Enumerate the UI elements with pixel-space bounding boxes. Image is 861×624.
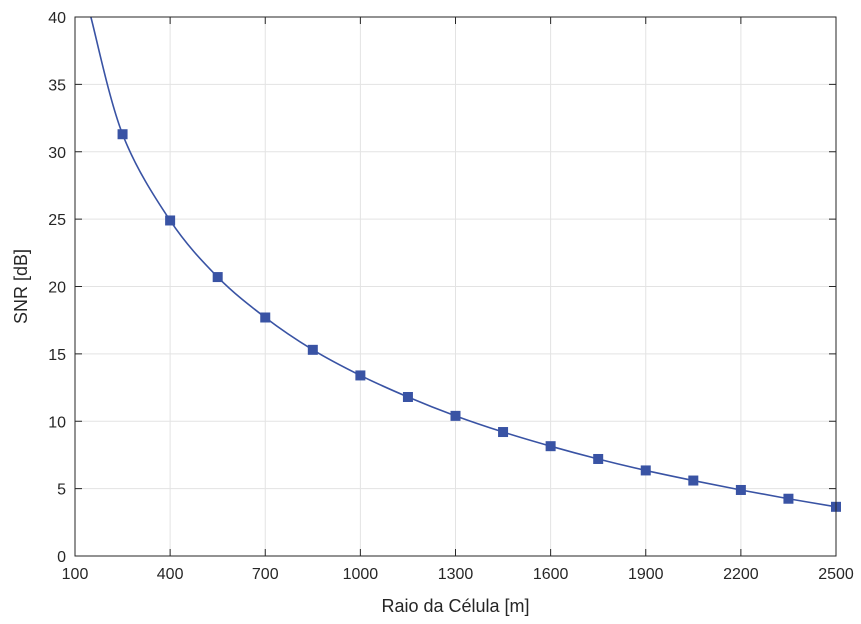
data-point-marker [212, 272, 223, 283]
y-tick-label: 20 [48, 280, 66, 297]
data-point-marker [355, 370, 366, 381]
data-point-marker [307, 344, 318, 355]
x-tick-label: 100 [62, 566, 89, 583]
y-tick-label: 25 [48, 212, 66, 229]
x-tick-label: 400 [157, 566, 184, 583]
y-tick-label: 5 [57, 482, 66, 499]
y-tick-label: 30 [48, 145, 66, 162]
y-tick-label: 35 [48, 77, 66, 94]
data-point-marker [450, 410, 461, 421]
tick-labels: 100 400 700 1000 1300 1600 1900 2200 2500 0 5 10 15 2… [48, 10, 854, 583]
x-tick-label: 1600 [533, 566, 569, 583]
x-tick-label: 1300 [438, 566, 474, 583]
x-tick-label: 1900 [628, 566, 664, 583]
x-tick-label: 1000 [343, 566, 379, 583]
data-point-marker [688, 475, 699, 486]
data-point-marker [783, 493, 794, 504]
data-point-marker [165, 215, 176, 226]
data-point-marker [402, 391, 413, 402]
y-tick-label: 0 [57, 549, 66, 566]
ticks [74, 16, 837, 557]
x-axis-label: Raio da Célula [m] [381, 596, 529, 616]
data-point-marker [735, 484, 746, 495]
y-tick-label: 40 [48, 10, 66, 27]
series-line [90, 16, 837, 508]
data-point-marker [117, 129, 128, 140]
x-tick-label: 2500 [818, 566, 854, 583]
x-tick-label: 700 [252, 566, 279, 583]
y-tick-label: 10 [48, 414, 66, 431]
data-point-marker [640, 465, 651, 476]
x-tick-label: 2200 [723, 566, 759, 583]
data-point-marker [260, 312, 271, 323]
data-point-marker [545, 441, 556, 452]
y-tick-label: 15 [48, 347, 66, 364]
y-axis-label: SNR [dB] [11, 249, 31, 324]
data-point-marker [593, 453, 604, 464]
data-point-marker [498, 427, 509, 438]
